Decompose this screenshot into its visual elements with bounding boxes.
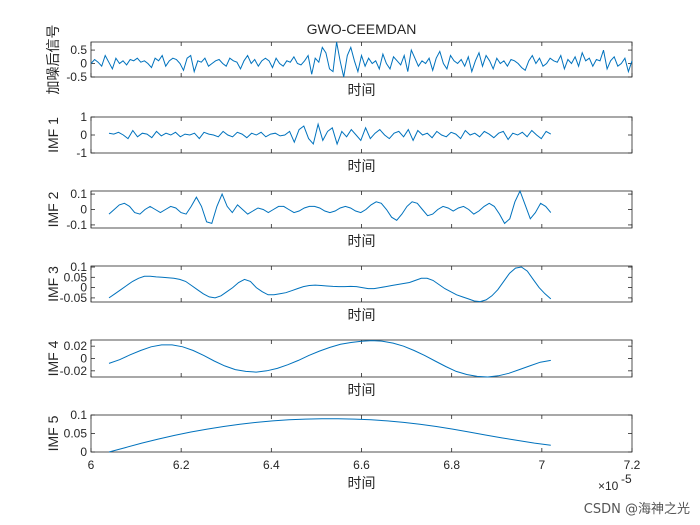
- y-tick-label: 0: [80, 281, 87, 295]
- x-tick-label: 7.2: [624, 458, 641, 472]
- series-line: [108, 189, 552, 225]
- y-tick-label: -0.05: [60, 291, 88, 305]
- x-axis-label: 时间: [348, 382, 376, 398]
- y-tick-label: 0.05: [64, 427, 88, 441]
- y-tick-label: 0: [80, 57, 87, 71]
- y-tick-label: -0.02: [60, 364, 88, 378]
- x-tick-label: 7: [538, 458, 545, 472]
- y-axis-label: IMF 3: [45, 266, 61, 302]
- plot-frame: [90, 339, 633, 378]
- subplot-2: -1 0 1 IMF 1 时间: [45, 110, 633, 174]
- y-tick-label: 0.02: [64, 339, 88, 353]
- x-axis-label: 时间: [348, 307, 376, 323]
- series-line: [108, 418, 551, 453]
- y-axis-label: IMF 4: [45, 340, 61, 376]
- x-axis-multiplier-exponent: -5: [621, 472, 632, 486]
- y-tick-label: -1: [76, 146, 87, 160]
- x-axis-label: 时间: [348, 475, 376, 491]
- y-axis-label: 加噪后信号: [45, 25, 61, 95]
- plot-frame: [90, 265, 633, 303]
- x-axis-multiplier: ×10: [598, 479, 619, 493]
- y-tick-label: 0.5: [70, 43, 87, 57]
- y-tick-label: 0: [80, 128, 87, 142]
- y-tick-label: 0.1: [70, 187, 87, 201]
- plot-frame: [90, 41, 633, 78]
- y-tick-label: 0.05: [64, 270, 88, 284]
- y-axis-label: IMF 1: [45, 117, 61, 153]
- y-tick-label: 0.1: [70, 408, 87, 422]
- series-line: [108, 122, 552, 146]
- x-tick-label: 6.6: [353, 458, 370, 472]
- y-axis-label: IMF 2: [45, 191, 61, 227]
- series-line: [108, 340, 551, 378]
- y-tick-label: 0: [80, 352, 87, 366]
- plot-frame: [90, 414, 633, 453]
- x-tick-label: 6.8: [443, 458, 460, 472]
- plot-frame: [90, 190, 633, 229]
- x-tick-label: 6.2: [173, 458, 190, 472]
- x-axis-label: 时间: [348, 233, 376, 249]
- subplot-6: 0 0.05 0.1 6 6.2 6.4 6.6 6.8 7 7.2 IMF 5 时间 ×10 -5: [45, 408, 641, 493]
- y-tick-label: 0: [80, 203, 87, 217]
- chart-title: GWO-CEEMDAN: [307, 21, 417, 37]
- y-tick-label: -0.5: [66, 70, 87, 84]
- subplot-3: -0.10 0.1 IMF 2 时间: [45, 187, 633, 249]
- y-tick-label: 0: [80, 445, 87, 459]
- x-tick-label: 6: [88, 458, 95, 472]
- y-tick-label: 0.1: [70, 260, 87, 274]
- x-axis-label: 时间: [348, 158, 376, 174]
- y-tick-label: 1: [80, 110, 87, 124]
- plot-frame: [90, 116, 633, 154]
- x-axis-label: 时间: [348, 82, 376, 98]
- subplot-1: -0.500.5 GWO-CEEMDAN 加噪后信号时间: [45, 21, 633, 98]
- y-axis-label: IMF 5: [45, 415, 61, 451]
- watermark: CSDN @海神之光: [583, 502, 690, 517]
- series-line: [90, 41, 633, 78]
- series-line: [108, 266, 552, 303]
- x-tick-label: 6.4: [263, 458, 280, 472]
- y-tick-label: -0.1: [66, 218, 87, 232]
